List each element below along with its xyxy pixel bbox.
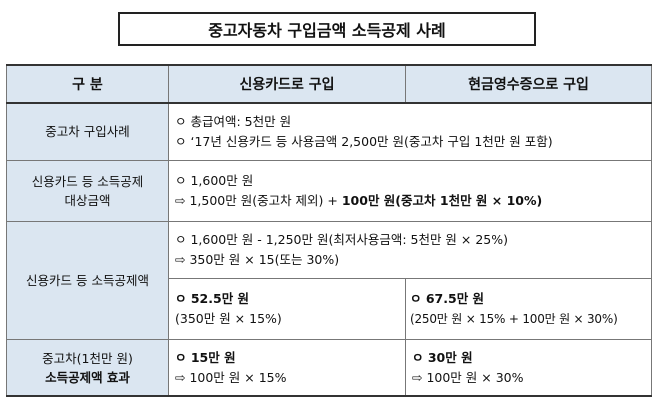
effect-cash-cell: ㅇ 30만 원 ⇨ 100만 원 × 30% xyxy=(405,339,652,397)
table-row-effect: 중고차(1천만 원) 소득공제액 효과 ㅇ 15만 원 ⇨ 100만 원 × 1… xyxy=(6,339,652,397)
purchase-line-1: ㅇ 총급여액: 5천만 원 xyxy=(175,113,292,129)
table-row-deduction-results: ㅇ 52.5만 원 (350만 원 × 15%) ㅇ 67.5만 원 (250만… xyxy=(7,278,652,340)
effect-card-calc: ⇨ 100만 원 × 15% xyxy=(175,369,287,385)
target-line-1: ㅇ 1,600만 원 xyxy=(175,172,254,188)
header-category: 구 분 xyxy=(6,64,169,104)
effect-card-amount: ㅇ 15만 원 xyxy=(175,349,236,365)
header-credit-card: 신용카드로 구입 xyxy=(168,64,406,104)
purchase-content: ㅇ 총급여액: 5천만 원 ㅇ ‘17년 신용카드 등 사용금액 2,500만 … xyxy=(168,102,652,161)
deduction-line-1: ㅇ 1,600만 원 - 1,250만 원(최저사용금액: 5천만 원 × 25… xyxy=(175,231,509,247)
page-title: 중고자동차 구입금액 소득공제 사례 xyxy=(118,12,536,46)
deduction-formula: ㅇ 1,600만 원 - 1,250만 원(최저사용금액: 5천만 원 × 25… xyxy=(168,220,652,280)
target-line-2-bold: 100만 원(중고차 1천만 원 × 10%) xyxy=(341,192,543,208)
table-header-row: 구 분 신용카드로 구입 현금영수증으로 구입 xyxy=(6,64,652,104)
deduction-cash-amount: ㅇ 67.5만 원 xyxy=(410,291,485,307)
deduction-cash-calc: (250만 원 × 15% + 100만 원 × 30%) xyxy=(410,312,618,327)
target-line-2-plain: ⇨ 1,500만 원(중고차 제외) + xyxy=(175,192,342,208)
effect-label-1: 중고차(1천만 원) xyxy=(42,350,133,366)
table-row-deduction-formula: 신용카드 등 소득공제액 ㅇ 1,600만 원 - 1,250만 원(최저사용금… xyxy=(6,220,652,341)
deduction-card-cell: ㅇ 52.5만 원 (350만 원 × 15%) xyxy=(168,278,406,340)
deduction-cash-cell: ㅇ 67.5만 원 (250만 원 × 15% + 100만 원 × 30%) xyxy=(405,278,652,340)
deduction-line-2: ⇨ 350만 원 × 15(또는 30%) xyxy=(175,251,340,267)
row-label-purchase: 중고차 구입사례 xyxy=(6,102,169,161)
deduction-card-amount: ㅇ 52.5만 원 xyxy=(175,291,250,307)
effect-cash-amount: ㅇ 30만 원 xyxy=(412,349,473,365)
effect-card-cell: ㅇ 15만 원 ⇨ 100만 원 × 15% xyxy=(168,339,406,397)
effect-cash-calc: ⇨ 100만 원 × 30% xyxy=(412,369,524,385)
purchase-line-2: ㅇ ‘17년 신용카드 등 사용금액 2,500만 원(중고차 구입 1천만 원… xyxy=(175,133,553,149)
row-label-effect: 중고차(1천만 원) 소득공제액 효과 xyxy=(6,339,169,397)
row-label-target: 신용카드 등 소득공제 대상금액 xyxy=(6,159,169,222)
target-content: ㅇ 1,600만 원 ⇨ 1,500만 원(중고차 제외) + 100만 원(중… xyxy=(168,159,652,222)
effect-label-2: 소득공제액 효과 xyxy=(45,369,130,385)
table-row-target: 신용카드 등 소득공제 대상금액 ㅇ 1,600만 원 ⇨ 1,500만 원(중… xyxy=(6,159,652,222)
target-label-1: 신용카드 등 소득공제 xyxy=(31,173,144,189)
target-line-2: ⇨ 1,500만 원(중고차 제외) + 100만 원(중고차 1천만 원 × … xyxy=(175,191,645,211)
row-label-deduction: 신용카드 등 소득공제액 xyxy=(6,220,169,341)
deduction-card-calc: (350만 원 × 15%) xyxy=(175,311,282,327)
target-label-2: 대상금액 xyxy=(64,192,111,208)
table-row-purchase: 중고차 구입사례 ㅇ 총급여액: 5천만 원 ㅇ ‘17년 신용카드 등 사용금… xyxy=(6,102,652,161)
header-cash-receipt: 현금영수증으로 구입 xyxy=(405,64,652,104)
deduction-example-table: 구 분 신용카드로 구입 현금영수증으로 구입 중고차 구입사례 ㅇ 총급여액:… xyxy=(6,64,652,397)
